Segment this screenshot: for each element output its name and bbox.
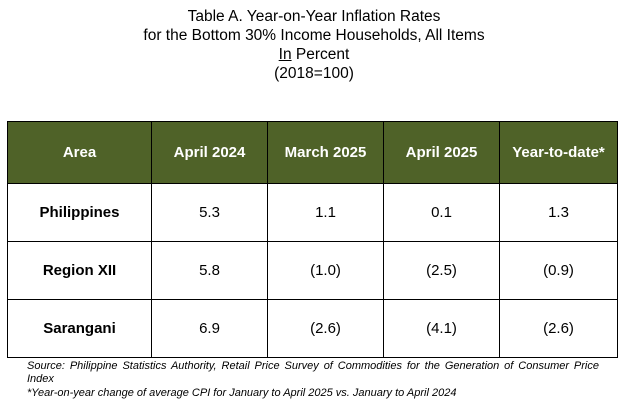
header-cell-area: Area <box>7 121 152 184</box>
header-cell-april-2024: April 2024 <box>151 121 268 184</box>
title-line-1: Table A. Year-on-Year Inflation Rates <box>187 8 441 25</box>
row-area-label: Sarangani <box>7 299 152 358</box>
title-unit: In Percent <box>0 45 628 64</box>
footnote: *Year-on-year change of average CPI for … <box>27 387 457 399</box>
header-row: Area April 2024 March 2025 April 2025 Ye… <box>7 121 618 184</box>
table-cell: 1.1 <box>267 183 384 242</box>
table-cell: (0.9) <box>499 241 618 300</box>
table-row: Philippines 5.3 1.1 0.1 1.3 <box>7 183 618 242</box>
title-unit-rest: Percent <box>291 46 350 63</box>
table-header: Area April 2024 March 2025 April 2025 Ye… <box>7 121 618 184</box>
table-cell: (4.1) <box>383 299 500 358</box>
title-base-year: (2018=100) <box>274 65 354 82</box>
table-body: Philippines 5.3 1.1 0.1 1.3 Region XII 5… <box>7 183 618 358</box>
table-row: Region XII 5.8 (1.0) (2.5) (0.9) <box>7 241 618 300</box>
table-cell: (1.0) <box>267 241 384 300</box>
row-area-label: Philippines <box>7 183 152 242</box>
table-cell: 5.8 <box>151 241 268 300</box>
table-cell: (2.5) <box>383 241 500 300</box>
title-line-2: for the Bottom 30% Income Households, Al… <box>143 27 485 44</box>
table-row: Sarangani 6.9 (2.6) (4.1) (2.6) <box>7 299 618 358</box>
table-cell: 1.3 <box>499 183 618 242</box>
title-unit-prefix: In <box>278 46 292 63</box>
row-area-label: Region XII <box>7 241 152 300</box>
source-note: Source: Philippine Statistics Authority,… <box>27 360 599 385</box>
header-cell-april-2025: April 2025 <box>383 121 500 184</box>
table-cell: 6.9 <box>151 299 268 358</box>
table-cell: 5.3 <box>151 183 268 242</box>
header-cell-year-to-date: Year-to-date* <box>499 121 618 184</box>
table-title: Table A. Year-on-Year Inflation Rates fo… <box>0 7 628 83</box>
table-cell: (2.6) <box>267 299 384 358</box>
table-notes: Source: Philippine Statistics Authority,… <box>27 360 599 400</box>
table-cell: (2.6) <box>499 299 618 358</box>
header-cell-march-2025: March 2025 <box>267 121 384 184</box>
table-cell: 0.1 <box>383 183 500 242</box>
inflation-table: Area April 2024 March 2025 April 2025 Ye… <box>7 121 618 358</box>
